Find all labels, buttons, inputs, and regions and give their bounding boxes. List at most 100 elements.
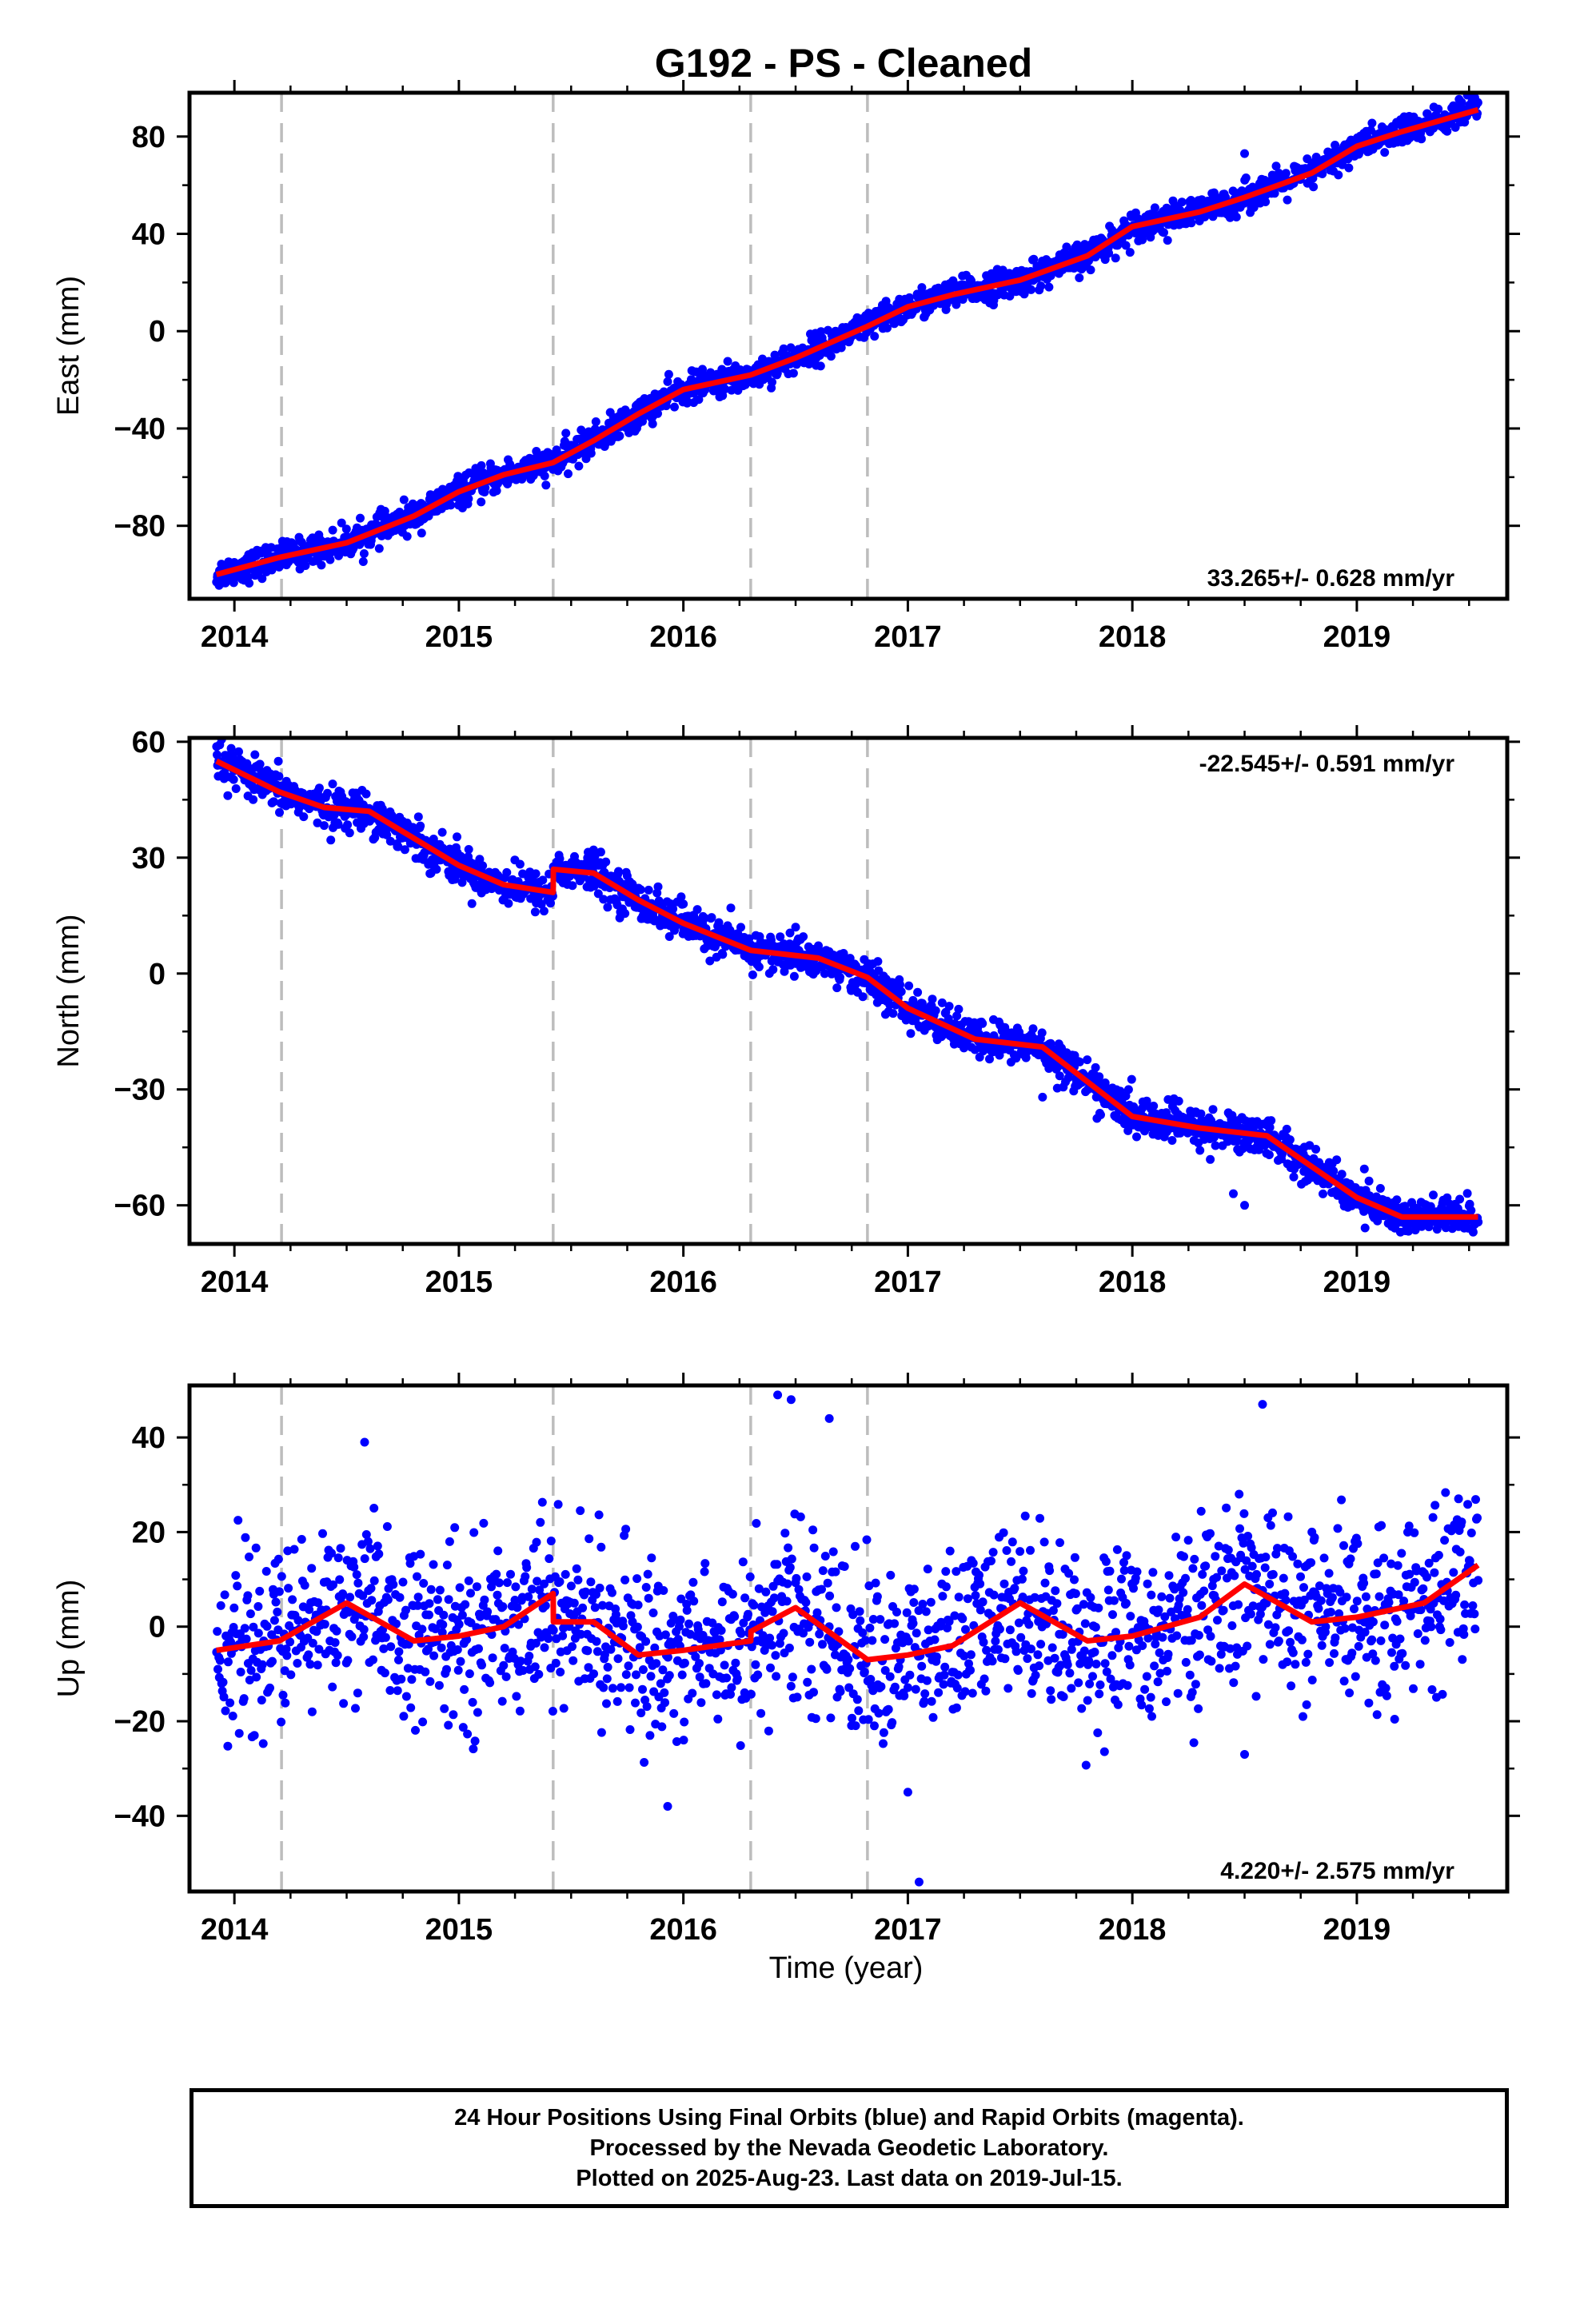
obs-point: [262, 1567, 271, 1576]
obs-point: [538, 875, 547, 884]
obs-point: [421, 1668, 429, 1676]
obs-point: [1163, 236, 1172, 245]
obs-point: [736, 923, 745, 931]
obs-point: [701, 1679, 710, 1688]
obs-point: [558, 1632, 567, 1640]
obs-point: [498, 1602, 507, 1611]
obs-point: [367, 1584, 376, 1593]
y-tick-label: 80: [132, 121, 166, 154]
obs-point: [528, 1585, 537, 1593]
obs-point: [328, 1683, 337, 1692]
obs-point: [538, 1498, 547, 1507]
obs-point: [724, 357, 732, 366]
figure-title: G192 - PS - Cleaned: [655, 41, 1032, 86]
obs-point: [351, 1704, 360, 1712]
obs-point: [333, 1627, 341, 1636]
obs-point: [1344, 164, 1353, 173]
obs-point: [733, 1674, 742, 1683]
obs-point: [252, 1544, 261, 1553]
rate-label-east: 33.265+/- 0.628 mm/yr: [1207, 565, 1455, 592]
obs-point: [389, 1581, 397, 1589]
obs-point: [648, 420, 657, 429]
obs-point: [473, 1708, 482, 1717]
obs-point: [250, 1731, 259, 1740]
obs-point: [403, 532, 412, 541]
obs-point: [446, 500, 455, 509]
obs-point: [454, 1666, 463, 1675]
obs-point: [225, 1699, 234, 1708]
obs-point: [427, 1585, 436, 1594]
obs-point: [416, 822, 425, 831]
obs-point: [433, 1595, 442, 1604]
obs-point: [288, 1595, 297, 1604]
obs-point: [602, 1700, 611, 1708]
obs-point: [783, 1580, 792, 1589]
obs-point: [684, 1620, 693, 1628]
obs-point: [1178, 197, 1187, 206]
obs-point: [506, 1570, 515, 1579]
obs-point: [722, 1673, 731, 1682]
obs-point: [556, 1577, 565, 1586]
obs-point: [708, 913, 716, 922]
obs-point: [587, 449, 596, 458]
obs-point: [1187, 218, 1195, 227]
obs-point: [645, 1731, 654, 1740]
observations-up: [212, 1390, 1482, 1886]
obs-point: [549, 1707, 557, 1716]
obs-point: [237, 1668, 245, 1676]
obs-point: [453, 832, 461, 841]
obs-point: [429, 1652, 438, 1660]
obs-point: [1311, 1145, 1320, 1154]
y-tick-label: 30: [132, 842, 166, 875]
obs-point: [1044, 283, 1053, 292]
obs-point: [713, 1715, 722, 1724]
obs-point: [301, 561, 310, 570]
obs-point: [801, 1598, 810, 1607]
obs-point: [596, 1543, 605, 1552]
obs-point: [438, 828, 447, 837]
obs-point: [730, 1612, 739, 1621]
obs-point: [337, 1544, 345, 1553]
obs-point: [807, 1665, 816, 1674]
obs-point: [772, 1672, 780, 1680]
obs-point: [810, 1544, 819, 1553]
obs-point: [621, 1525, 630, 1533]
obs-point: [258, 1660, 267, 1669]
obs-point: [263, 1622, 272, 1631]
obs-point: [315, 783, 324, 792]
obs-point: [870, 332, 879, 341]
obs-point: [272, 1598, 281, 1607]
obs-point: [680, 1736, 688, 1744]
obs-point: [718, 950, 727, 959]
x-tick-label: 2014: [201, 620, 269, 654]
obs-point: [290, 1545, 299, 1554]
obs-point: [308, 1708, 317, 1716]
obs-point: [780, 1629, 788, 1638]
obs-point: [788, 1555, 796, 1564]
obs-point: [241, 1624, 249, 1632]
obs-point: [913, 988, 922, 997]
obs-point: [717, 1626, 726, 1635]
obs-point: [383, 1522, 392, 1531]
obs-point: [359, 557, 368, 566]
obs-point: [443, 1561, 452, 1569]
observations-east: [212, 91, 1482, 590]
obs-point: [907, 1029, 916, 1038]
obs-point: [418, 1717, 427, 1726]
obs-point: [489, 1653, 497, 1662]
obs-point: [696, 1698, 705, 1707]
y-tick-label: −30: [114, 1074, 166, 1107]
obs-point: [556, 1668, 565, 1676]
obs-point: [932, 1007, 940, 1015]
obs-point: [217, 1601, 225, 1610]
x-tick-label: 2017: [874, 620, 942, 654]
obs-point: [396, 1593, 405, 1602]
obs-point: [495, 1578, 504, 1587]
obs-point: [356, 514, 365, 523]
obs-point-outlier: [1038, 1093, 1047, 1102]
obs-point: [740, 1593, 749, 1602]
obs-point: [393, 1686, 402, 1695]
obs-point: [541, 472, 549, 480]
obs-point: [592, 1637, 601, 1646]
obs-point: [274, 757, 283, 766]
